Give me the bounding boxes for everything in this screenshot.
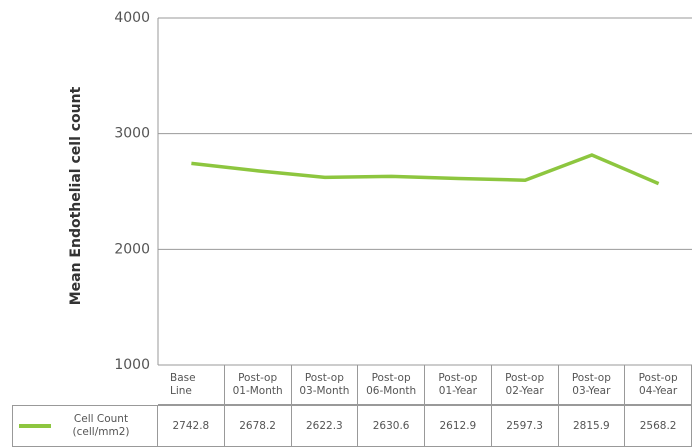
table-header: Post-op 03-Month [291,365,359,405]
table-value: 2612.9 [425,405,492,447]
data-line [191,153,660,186]
table-value: 2630.6 [358,405,425,447]
table-header: Post-op 06-Month [358,365,425,405]
legend-swatch [19,424,51,428]
table-value: 2622.3 [291,405,359,447]
y-axis-label: Mean Endothelial cell count [68,86,84,305]
table-value: 2597.3 [491,405,559,447]
table-value: 2815.9 [558,405,626,447]
y-tick-label: 4000 [114,10,150,26]
table-header: Post-op 02-Year [491,365,559,405]
table-header: Post-op 01-Month [224,365,292,405]
legend-label: Cell Count (cell/mm2) [72,413,130,438]
y-tick-label: 3000 [114,126,150,142]
table-value: 2678.2 [224,405,292,447]
table-header: Post-op 04-Year [625,365,692,405]
y-tick-label: 1000 [114,357,150,373]
table-header: Base Line [158,365,225,405]
table-header: Post-op 01-Year [425,365,492,405]
y-tick-label: 2000 [114,241,150,257]
table-header: Post-op 03-Year [558,365,626,405]
table-value: 2568.2 [625,405,692,447]
table-value: 2742.8 [158,405,225,447]
legend-cell: Cell Count (cell/mm2) [12,405,158,447]
